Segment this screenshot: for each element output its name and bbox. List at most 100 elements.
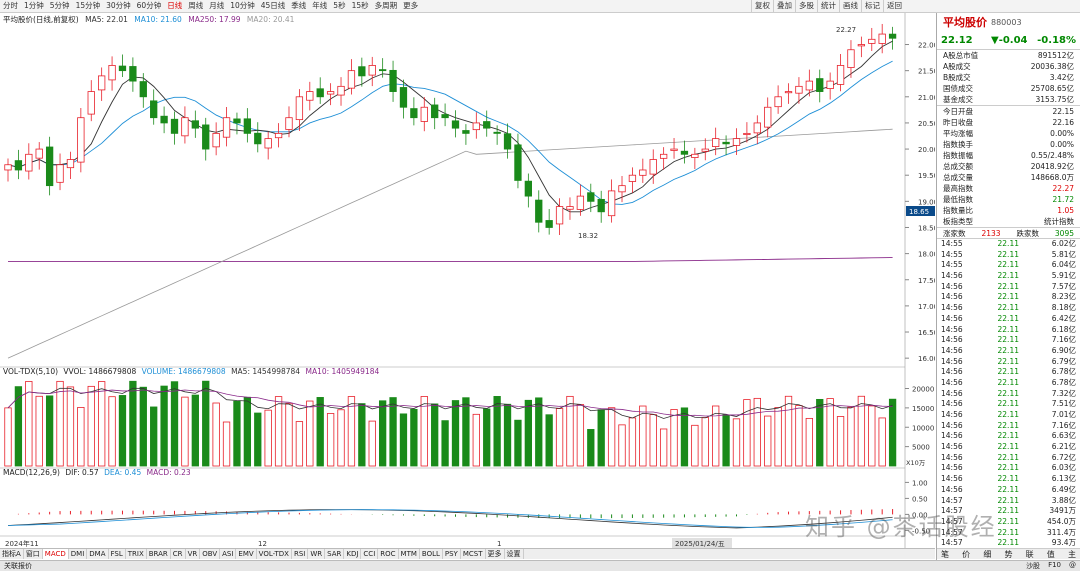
indicator-tab[interactable]: VOL-TDX: [257, 549, 292, 559]
volume-bar: [587, 429, 595, 467]
period-tab[interactable]: 1分钟: [24, 1, 44, 10]
indicator-tab[interactable]: EMV: [236, 549, 257, 559]
period-tab[interactable]: 周线: [188, 1, 204, 10]
indicator-tab[interactable]: 窗口: [24, 549, 43, 559]
tick-price: 22.11: [997, 260, 1019, 270]
tick-amount: 6.78亿: [1051, 377, 1076, 387]
period-tab[interactable]: 日线: [167, 1, 183, 10]
quote-tab[interactable]: 值: [1046, 549, 1055, 559]
tick-row: 14:57 22.11 3.88亿: [937, 496, 1080, 507]
toolbar-right: 复权 叠加 多股 统计 画线 标记 返回: [751, 0, 905, 13]
status-item[interactable]: F10: [1048, 561, 1061, 569]
tick-row: 14:56 22.11 6.03亿: [937, 463, 1080, 474]
indicator-tab[interactable]: 指标A: [0, 549, 24, 559]
period-tab[interactable]: 5分钟: [49, 1, 70, 10]
quote-tab[interactable]: 笔: [941, 549, 949, 559]
indicator-tab[interactable]: KDJ: [344, 549, 362, 559]
indicator-tab[interactable]: ROC: [378, 549, 399, 559]
candle-body: [805, 80, 813, 91]
toolbar-button[interactable]: 复权: [751, 0, 773, 13]
toolbar-button[interactable]: 画线: [839, 0, 861, 13]
indicator-tab[interactable]: OBV: [200, 549, 221, 559]
status-item[interactable]: 沙股: [1026, 562, 1041, 570]
period-tab[interactable]: 月线: [209, 1, 225, 10]
indicator-tab[interactable]: MACD: [42, 549, 69, 559]
quote-tab[interactable]: 势: [1004, 549, 1013, 559]
candle-body: [420, 106, 428, 122]
period-tab[interactable]: 60分钟: [136, 1, 162, 10]
tick-row: 14:56 22.11 6.42亿: [937, 314, 1080, 325]
status-left[interactable]: 关联报价: [4, 562, 32, 570]
indicator-tab[interactable]: ASI: [220, 549, 237, 559]
indicator-tab[interactable]: BOLL: [420, 549, 443, 559]
x-axis-label: 12: [258, 540, 267, 548]
candle-body: [878, 33, 886, 44]
quote-tab[interactable]: 联: [1025, 549, 1034, 559]
tick-price: 22.11: [997, 292, 1019, 302]
macd-legend: MACD(12,26,9) DIF: 0.57 DEA: 0.45 MACD: …: [3, 468, 191, 477]
toolbar-button[interactable]: 标记: [861, 0, 883, 13]
volume-bar: [451, 400, 460, 467]
tick-amount: 7.16亿: [1051, 335, 1076, 345]
period-tab[interactable]: 15秒: [351, 1, 369, 10]
period-tab[interactable]: 年线: [312, 1, 328, 10]
period-tab[interactable]: 5秒: [333, 1, 346, 10]
stat-label: 最高指数: [943, 184, 973, 193]
vol-legend: VOL-TDX(5,10) VVOL: 1486679808 VOLUME: 1…: [3, 367, 379, 376]
quote-tab[interactable]: 主: [1067, 549, 1076, 559]
indicator-tab[interactable]: VR: [186, 549, 201, 559]
indicator-tab[interactable]: FSL: [109, 549, 126, 559]
indicator-tab[interactable]: MTM: [399, 549, 420, 559]
candle-body: [202, 124, 210, 150]
indicator-tab[interactable]: 设置: [505, 549, 524, 559]
period-toolbar: 分时 1分钟 5分钟 15分钟 30分钟 60分钟 日线 周线 月线 10分钟 45日线 季线 年线 5秒…: [0, 0, 1080, 13]
indicator-tab[interactable]: BRAR: [147, 549, 171, 559]
period-tab[interactable]: 更多: [403, 1, 419, 10]
volume-bar: [420, 396, 428, 467]
toolbar-button[interactable]: 统计: [817, 0, 839, 13]
period-tab[interactable]: 多周期: [374, 1, 398, 10]
toolbar-button[interactable]: 多股: [795, 0, 817, 13]
tick-time: 14:55: [941, 249, 963, 259]
indicator-tab[interactable]: TRIX: [126, 549, 147, 559]
volume-bar: [191, 394, 199, 467]
indicator-tab[interactable]: MCST: [461, 549, 486, 559]
kline-chart-area[interactable]: 22.00 21.50 21.00 20.50 20.00 19.50 19.00 18.50…: [0, 13, 938, 548]
quote-tab[interactable]: 细: [983, 549, 992, 559]
indicator-tab[interactable]: DMI: [69, 549, 88, 559]
candle-body: [451, 120, 460, 129]
volume-bar: [170, 381, 179, 467]
ma250-line: [8, 257, 893, 262]
indicator-tab[interactable]: DMA: [87, 549, 109, 559]
indicator-tab[interactable]: CR: [171, 549, 186, 559]
indicator-tab[interactable]: SAR: [325, 549, 345, 559]
tick-list[interactable]: 14:55 22.11 6.02亿 14:55 22.11 5.81亿 14:55 22.11…: [937, 238, 1080, 560]
stat-label: 昨日收盘: [943, 118, 973, 127]
tick-time: 14:56: [941, 399, 963, 409]
period-tab[interactable]: 15分钟: [75, 1, 101, 10]
cursor-price-label: 18.65: [909, 208, 929, 216]
period-tab[interactable]: 30分钟: [106, 1, 131, 10]
y-tick-label: 21.00: [918, 94, 935, 102]
quote-tab[interactable]: 价: [962, 549, 971, 559]
indicator-tab[interactable]: RSI: [292, 549, 309, 559]
period-tab[interactable]: 10分钟: [230, 1, 255, 10]
indicator-tab[interactable]: WR: [308, 549, 326, 559]
toolbar-button[interactable]: 叠加: [773, 0, 795, 13]
tick-row: 14:55 22.11 6.02亿: [937, 239, 1080, 250]
period-tab[interactable]: 季线: [291, 1, 307, 10]
candle-body: [753, 122, 761, 134]
indicator-tab[interactable]: CCI: [361, 549, 379, 559]
kline-svg[interactable]: 22.00 21.50 21.00 20.50 20.00 19.50 19.00 18.50…: [0, 13, 938, 548]
period-tab[interactable]: 45日线: [260, 1, 286, 10]
toolbar-button[interactable]: 返回: [883, 0, 905, 13]
volume-bar: [774, 407, 782, 467]
volume-bar: [181, 396, 189, 467]
status-item[interactable]: @: [1069, 561, 1076, 569]
indicator-tab[interactable]: PSY: [443, 549, 461, 559]
tick-amount: 7.01亿: [1051, 410, 1076, 419]
indicator-tab[interactable]: 更多: [486, 549, 505, 559]
tick-time: 14:56: [941, 313, 963, 323]
period-tab[interactable]: 分时: [3, 1, 18, 10]
volume-bar: [680, 407, 689, 467]
